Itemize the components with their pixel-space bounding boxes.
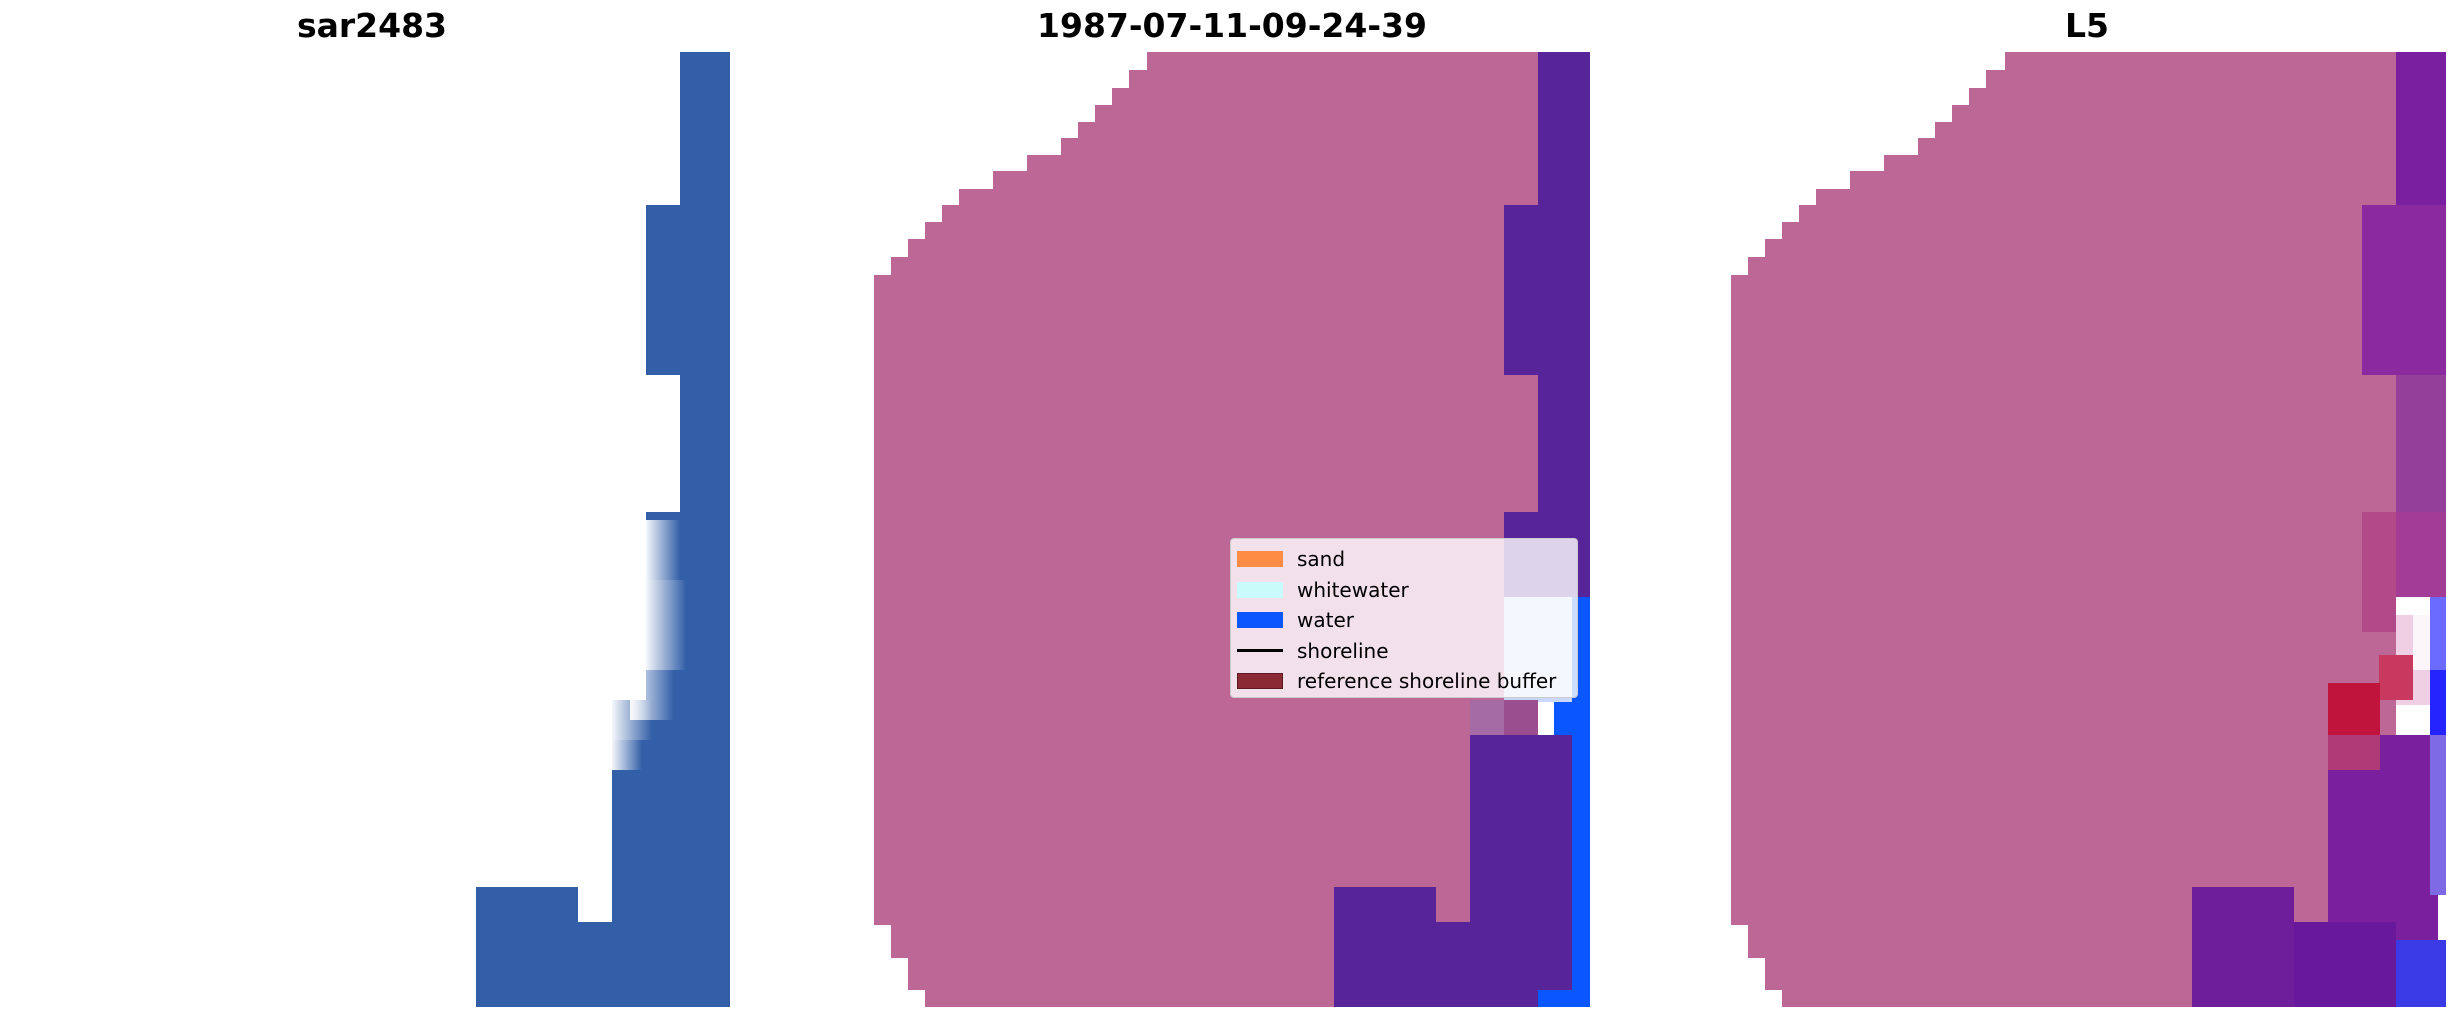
legend-item-reference-buffer: reference shoreline buffer bbox=[1237, 666, 1577, 697]
bright-water-region bbox=[1538, 597, 1590, 1007]
legend-item-whitewater: whitewater bbox=[1237, 575, 1577, 606]
l5-water-overlay-region bbox=[2192, 52, 2446, 1007]
l5-bright-water-region bbox=[2396, 597, 2446, 1007]
legend-label-water: water bbox=[1297, 608, 1354, 633]
legend-line-shoreline bbox=[1237, 649, 1283, 653]
legend-item-water: water bbox=[1237, 605, 1577, 636]
sar-bright-streak bbox=[612, 520, 686, 770]
l5-reference-buffer-region bbox=[2328, 683, 2380, 770]
sar-water-region bbox=[476, 52, 730, 1007]
legend-swatch-reference-buffer bbox=[1237, 673, 1283, 690]
land-overlay-region bbox=[874, 52, 1538, 1007]
legend-item-shoreline: shoreline bbox=[1237, 636, 1577, 667]
l5-whitewater-region bbox=[2379, 615, 2430, 705]
panel-title-l5: L5 bbox=[2065, 6, 2109, 45]
legend-swatch-sand bbox=[1237, 551, 1283, 568]
legend-label-whitewater: whitewater bbox=[1297, 577, 1409, 602]
l5-land-overlay-region bbox=[1731, 52, 2396, 1007]
panel-title-date: 1987-07-11-09-24-39 bbox=[1037, 6, 1427, 45]
legend-label-shoreline: shoreline bbox=[1297, 638, 1389, 663]
legend-label-sand: sand bbox=[1297, 547, 1346, 572]
legend-label-reference-buffer: reference shoreline buffer bbox=[1297, 669, 1557, 694]
panel-title-sar: sar2483 bbox=[296, 6, 448, 45]
legend-swatch-whitewater bbox=[1237, 581, 1283, 598]
legend-item-sand: sand bbox=[1237, 544, 1577, 575]
legend-box: sand whitewater water shoreline referenc… bbox=[1230, 538, 1578, 698]
legend-swatch-water bbox=[1237, 612, 1283, 629]
